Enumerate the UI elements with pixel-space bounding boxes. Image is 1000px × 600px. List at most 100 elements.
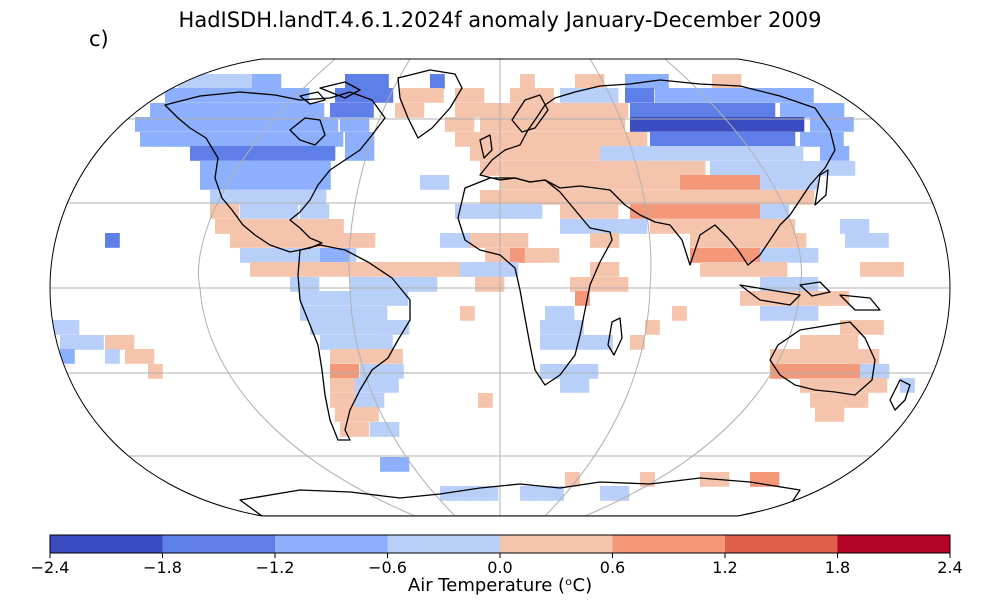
colorbar-tick-label: 1.2: [712, 558, 738, 577]
anomaly-cell: [574, 378, 590, 393]
anomaly-cell: [596, 117, 611, 132]
anomaly-cell: [364, 407, 379, 422]
anomaly-cell: [803, 248, 819, 263]
anomaly-cell: [294, 117, 310, 132]
anomaly-cell: [688, 204, 703, 219]
anomaly-cell: [733, 233, 749, 248]
anomaly-cell: [799, 364, 814, 379]
anomaly-cell: [339, 320, 354, 335]
anomaly-cell: [282, 190, 298, 205]
anomaly-cell: [140, 132, 155, 147]
anomaly-cell: [470, 233, 485, 248]
anomaly-cell: [719, 248, 734, 263]
anomaly-cell: [798, 291, 813, 306]
anomaly-cell: [659, 103, 674, 118]
anomaly-cell: [273, 219, 288, 234]
anomaly-cell: [545, 306, 560, 321]
anomaly-cell: [269, 248, 284, 263]
anomaly-cell: [335, 88, 350, 103]
anomaly-cell: [330, 349, 345, 364]
anomaly-cell: [369, 378, 385, 393]
anomaly-cell: [754, 291, 770, 306]
colorbar-tick-label: 0.6: [599, 558, 626, 577]
anomaly-cell: [717, 103, 732, 118]
anomaly-cell: [583, 364, 599, 379]
anomaly-cell: [400, 88, 415, 103]
anomaly-cell: [797, 161, 812, 176]
anomaly-cell: [60, 335, 75, 350]
anomaly-cell: [251, 103, 267, 118]
anomaly-cell: [814, 335, 830, 350]
anomaly-cell: [256, 132, 271, 147]
anomaly-cell: [513, 204, 528, 219]
anomaly-cell: [569, 320, 584, 335]
anomaly-cell: [542, 146, 558, 161]
anomaly-cell: [279, 262, 294, 277]
anomaly-cell: [743, 262, 759, 277]
anomaly-cell: [240, 248, 255, 263]
anomaly-cell: [119, 335, 135, 350]
anomaly-cell: [310, 320, 325, 335]
anomaly-cell: [673, 103, 689, 118]
anomaly-cell: [149, 117, 165, 132]
anomaly-cell: [360, 364, 375, 379]
anomaly-cell: [654, 190, 670, 205]
anomaly-cell: [719, 233, 734, 248]
anomaly-cell: [560, 161, 575, 176]
anomaly-cell: [859, 233, 875, 248]
anomaly-cell: [64, 320, 80, 335]
anomaly-cell: [264, 262, 280, 277]
anomaly-cell: [297, 190, 312, 205]
anomaly-cell: [746, 204, 761, 219]
anomaly-cell: [330, 378, 345, 393]
anomaly-cell: [222, 117, 237, 132]
coast-north-america: [164, 91, 386, 253]
anomaly-cell: [485, 248, 500, 263]
anomaly-cell: [714, 262, 730, 277]
anomaly-cell: [839, 117, 854, 132]
anomaly-cell: [520, 74, 535, 89]
anomaly-cell: [384, 422, 400, 437]
anomaly-cell: [301, 161, 317, 176]
anomaly-cell: [900, 378, 915, 393]
anomaly-cell: [601, 175, 617, 190]
anomaly-cell: [775, 117, 790, 132]
anomaly-cell: [207, 74, 222, 89]
anomaly-cell: [475, 277, 490, 292]
anomaly-cell: [554, 335, 570, 350]
anomaly-cell: [669, 190, 684, 205]
anomaly-cell: [850, 349, 865, 364]
anomaly-cell: [702, 204, 718, 219]
anomaly-cell: [640, 190, 655, 205]
anomaly-cell: [774, 248, 790, 263]
anomaly-cell: [364, 277, 380, 292]
anomaly-cell: [679, 219, 694, 234]
anomaly-cell: [340, 422, 355, 437]
anomaly-cell: [760, 175, 775, 190]
anomaly-cell: [730, 146, 746, 161]
anomaly-cell: [343, 306, 359, 321]
anomaly-cell: [560, 219, 575, 234]
anomaly-cell: [469, 88, 485, 103]
anomaly-cell: [543, 175, 559, 190]
anomaly-cell: [758, 262, 773, 277]
anomaly-cell: [454, 486, 470, 501]
anomaly-cell: [254, 204, 270, 219]
anomaly-cell: [590, 233, 605, 248]
anomaly-cell: [125, 349, 140, 364]
anomaly-cell: [834, 146, 850, 161]
anomaly-cell: [523, 190, 539, 205]
anomaly-cell: [708, 132, 723, 147]
anomaly-cell: [658, 146, 673, 161]
anomaly-cell: [527, 204, 543, 219]
anomaly-cell: [179, 103, 194, 118]
anomaly-cell: [829, 103, 845, 118]
coast-australia: [769, 321, 876, 396]
anomaly-cell: [618, 219, 633, 234]
anomaly-cell: [269, 204, 284, 219]
map-title: HadISDH.landT.4.6.1.2024f anomaly Januar…: [178, 8, 822, 32]
anomaly-cell: [230, 233, 245, 248]
anomaly-cell: [414, 88, 430, 103]
anomaly-cell: [800, 335, 815, 350]
anomaly-cell: [650, 132, 665, 147]
